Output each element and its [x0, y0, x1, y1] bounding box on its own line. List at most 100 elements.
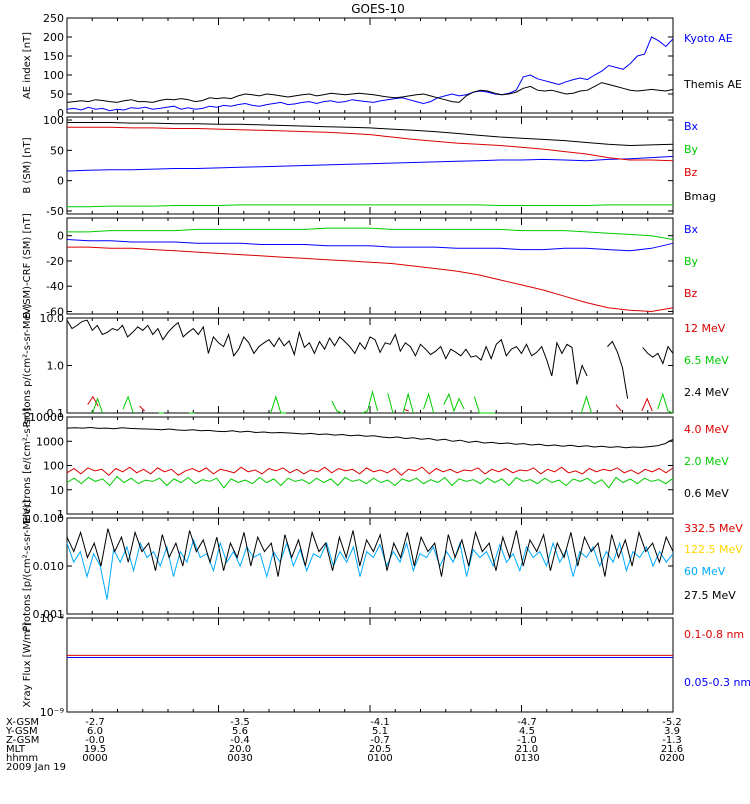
y-tick-label: 0.1	[47, 407, 65, 420]
legend-label: 60 MeV	[684, 565, 726, 578]
footer-value: 20.0	[229, 744, 251, 755]
series-line-2-4-mev	[66, 319, 674, 399]
y-tick-label: 250	[43, 12, 64, 25]
panel-frame	[66, 217, 674, 315]
series-line-4-0-mev	[66, 466, 674, 476]
series-line-bz	[67, 126, 674, 162]
footer-value: -1.3	[662, 735, 682, 746]
y-axis-label: Electrons [e/(cm²-s-sr)]	[22, 408, 33, 524]
y-tick-label: -50	[46, 205, 64, 218]
y-tick-label: 10.0	[40, 312, 65, 325]
series-line-themis-ae	[66, 82, 674, 103]
series-line-bmag	[67, 122, 674, 147]
footer-row-label: Y-GSM	[5, 726, 38, 737]
panel-frame	[66, 17, 674, 114]
legend-label: 122.5 MeV	[684, 543, 743, 556]
series-line-2-0-mev	[66, 475, 674, 489]
legend-label: 12 MeV	[684, 322, 726, 335]
series-line-12-mev	[87, 395, 653, 412]
legend-label: By	[684, 255, 699, 268]
series-line-60-mev	[66, 538, 674, 600]
legend-label: 2.4 MeV	[684, 386, 729, 399]
series-line-0-6-mev	[66, 426, 674, 449]
footer-row-label: Z-GSM	[6, 735, 39, 746]
legend-label: 0.6 MeV	[684, 487, 729, 500]
y-tick-label: 10⁻⁸	[40, 612, 65, 625]
footer-value: 0000	[82, 753, 107, 764]
panel-7: 10⁻⁹ 10⁻⁸ Xray Flux [W/m²] 0.1-0.8 nm 0.05-0…	[22, 612, 750, 719]
legend-label: 6.5 MeV	[684, 354, 729, 367]
legend-label: Bx	[684, 120, 699, 133]
footer-value: 0200	[659, 753, 684, 764]
chart-title: GOES-10	[351, 2, 405, 16]
y-tick-label: 0.100	[33, 512, 65, 525]
footer-value: -0.7	[370, 735, 390, 746]
footer-value: 5.6	[232, 726, 248, 737]
y-tick-label: 10	[50, 484, 64, 497]
footer-value: 21.0	[516, 744, 538, 755]
footer-row-label: hhmm	[6, 753, 38, 764]
series-line-kyoto-ae	[66, 36, 674, 112]
footer-date: 2009 Jan 19	[6, 762, 66, 773]
footer-value: 21.6	[661, 744, 683, 755]
y-tick-label: 0	[57, 230, 64, 243]
y-tick-label: 0.010	[33, 560, 65, 573]
series-line-bx	[66, 239, 674, 252]
series-line-by	[67, 204, 673, 208]
legend-label: By	[684, 143, 699, 156]
footer-value: 19.5	[84, 744, 106, 755]
y-tick-label: 50	[50, 144, 64, 157]
y-axis-label: Xray Flux [W/m²]	[22, 622, 33, 707]
y-tick-label: 0	[57, 107, 64, 120]
footer-value: -4.7	[517, 717, 537, 728]
y-tick-label: 10000	[29, 411, 64, 424]
panel-frame	[66, 116, 674, 215]
footer-value: -3.5	[230, 717, 250, 728]
y-axis-label: B (SM) [nT]	[22, 137, 33, 193]
y-axis-label: Protons [p/(cm²-s-sr-MeV)]	[22, 500, 33, 632]
y-tick-label: 100	[43, 69, 64, 82]
legend-label: 0.1-0.8 nm	[684, 628, 744, 641]
series-line-6-5-mev	[92, 389, 674, 414]
y-tick-label: 1000	[36, 435, 64, 448]
footer-value: 0100	[367, 753, 392, 764]
footer-value: 3.9	[664, 726, 680, 737]
series-line-bz	[67, 246, 674, 313]
y-tick-label: 0	[57, 175, 64, 188]
legend-label: Themis AE	[683, 78, 742, 91]
y-tick-label: -40	[46, 280, 64, 293]
series-line-27-5-mev	[66, 528, 674, 577]
footer-row-label: X-GSM	[6, 717, 39, 728]
panel-frame	[66, 416, 674, 515]
footer-value: 20.5	[369, 744, 391, 755]
legend-label: 4.0 MeV	[684, 423, 729, 436]
y-tick-label: -60	[46, 305, 64, 318]
y-tick-label: 1.0	[47, 360, 65, 373]
series-line-bx	[66, 155, 674, 172]
footer-value: 6.0	[87, 726, 103, 737]
footer-value: -1.0	[517, 735, 537, 746]
panel-1: 0 50 100 150 200 250 AE index [nT] Kyoto AE Them…	[22, 12, 742, 120]
y-axis-label: B (SM)-CRF (SM) [nT]	[22, 213, 33, 319]
footer-row-label: MLT	[6, 744, 26, 755]
legend-label: Kyoto AE	[684, 32, 733, 45]
footer-value: 5.1	[372, 726, 388, 737]
legend-label: 332.5 MeV	[684, 522, 743, 535]
legend-label: Bx	[684, 223, 699, 236]
y-tick-label: 200	[43, 31, 64, 44]
footer-value: -0.0	[85, 735, 105, 746]
legend-label: 27.5 MeV	[684, 589, 736, 602]
y-tick-label: 0.001	[33, 608, 65, 621]
legend-label: Bz	[684, 166, 698, 179]
y-tick-label: -20	[46, 255, 64, 268]
footer-value: -4.1	[370, 717, 390, 728]
y-axis-label: AE index [nT]	[22, 32, 33, 99]
y-tick-label: 10⁻⁹	[40, 706, 64, 719]
y-tick-label: 100	[43, 114, 64, 127]
panel-2: -50 0 50 100 B (SM) [nT] Bx By Bz Bmag	[22, 114, 716, 218]
footer-value: 4.5	[519, 726, 535, 737]
panel-4: 0.1 1.0 10.0 Protons p/(cm²-s-sr-MeV) 12 MeV…	[22, 304, 729, 428]
panel-frame	[66, 517, 674, 615]
